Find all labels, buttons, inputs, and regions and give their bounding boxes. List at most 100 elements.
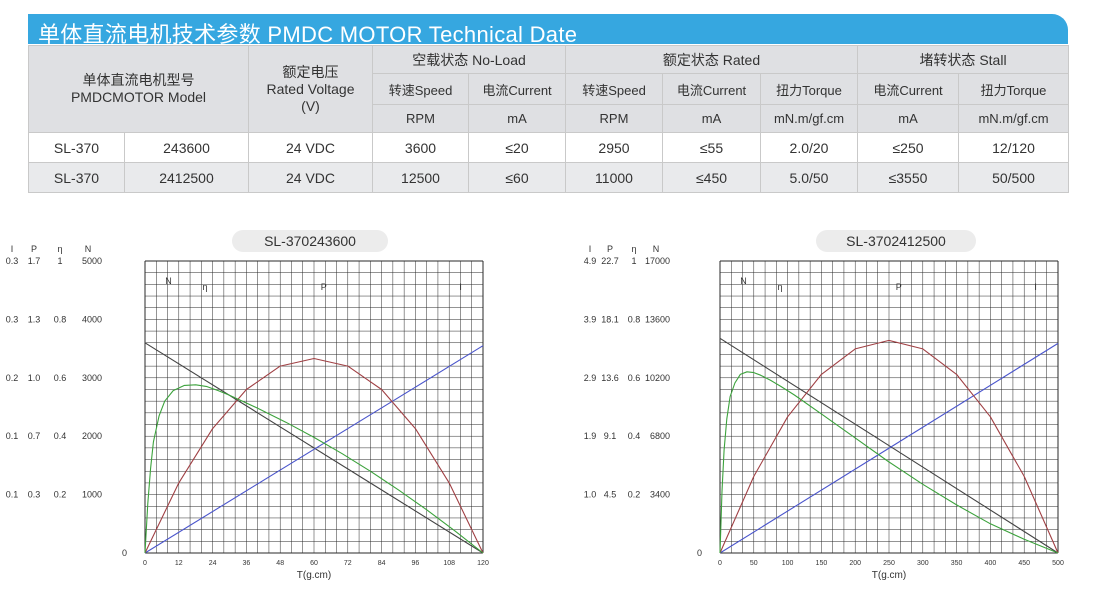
subheader-cell: 转速Speed [372,73,469,105]
axis-header: N [653,244,660,254]
voltage-label-en: Rated Voltage [266,80,355,97]
x-tick-label: 400 [985,560,997,567]
y-tick-label: 17000 [645,256,670,266]
series-line-N [144,342,484,554]
subheader-cell: 转速Speed [565,73,663,105]
voltage-unit: (V) [301,97,320,114]
subheader-cell: 扭力Torque [958,73,1069,105]
axis-header: η [631,244,636,254]
chart-title-pill: SL-3702412500 [816,230,976,252]
table-cell: 12/120 [958,132,1069,163]
axis-header: I [11,244,14,254]
table-cell: 2950 [565,132,663,163]
y-tick-label: 0.8 [54,314,67,324]
unit-cell: mN.m/gf.cm [760,104,858,133]
y-tick-label: 13600 [645,314,670,324]
stall-header: 堵转状态 Stall [857,45,1069,74]
unit-cell: mN.m/gf.cm [958,104,1069,133]
y-tick-label: 0.7 [28,431,41,441]
y-tick-label: 4.9 [584,256,597,266]
chart-title: SL-3702412500 [846,233,946,249]
axis-header: η [57,244,62,254]
y-tick-label: 3.9 [584,314,597,324]
unit-cell: RPM [565,104,663,133]
y-tick-label: 1.0 [28,373,41,383]
table-cell: 3600 [372,132,469,163]
y-tick-label: 4.5 [604,490,617,500]
table-row: SL-370 2412500 24 VDC 12500 ≤60 11000 ≤4… [28,162,1069,193]
axis-header: I [589,244,592,254]
unit-cell: RPM [372,104,469,133]
y-tick-label: 1.0 [584,490,597,500]
x-tick-label: 450 [1018,560,1030,567]
axis-header: P [31,244,37,254]
table-cell: ≤20 [468,132,566,163]
table-cell: 24 VDC [248,162,373,193]
y-tick-label: 0.3 [6,314,19,324]
y-tick-label: 0.1 [6,490,19,500]
y-tick-label: 0.8 [628,314,641,324]
table-cell: 2.0/20 [760,132,858,163]
subheader-cell: 扭力Torque [760,73,858,105]
chart-grid [719,260,1059,554]
x-tick-label: 84 [378,560,386,567]
x-tick-label: 72 [344,560,352,567]
table-cell: 50/500 [958,162,1069,193]
curve-label-N: N [740,276,747,286]
y-tick-label: 6800 [650,431,670,441]
x-axis-label: T(g.cm) [297,570,331,581]
series-line-η [719,371,1059,554]
table-cell: ≤55 [662,132,761,163]
chart-grid [144,260,484,554]
y-tick-label: 0.3 [28,490,41,500]
y-tick-label: 0.1 [6,431,19,441]
x-tick-label: 0 [718,560,722,567]
x-tick-label: 150 [816,560,828,567]
y-tick-label: 2000 [82,431,102,441]
rated-header: 额定状态 Rated [565,45,858,74]
y-tick-label: 0.2 [628,490,641,500]
series-line-N [719,337,1059,554]
y-tick-label: 1000 [82,490,102,500]
x-tick-label: 250 [883,560,895,567]
y-tick-label: 0.4 [54,431,67,441]
curve-label-I: I [459,282,462,292]
spec-table: 单体直流电机型号 PMDCMOTOR Model 额定电压 Rated Volt… [28,45,1069,193]
y-tick-label: 1 [631,256,636,266]
y-tick-label: 0.4 [628,431,641,441]
y-tick-label: 13.6 [601,373,619,383]
curve-label-P: P [896,282,902,292]
x-tick-label: 500 [1052,560,1064,567]
y-tick-label: 3400 [650,490,670,500]
chart-title: SL-370243600 [264,233,356,249]
y-tick-label: 5000 [82,256,102,266]
table-cell: 24 VDC [248,132,373,163]
x-tick-label: 100 [782,560,794,567]
table-cell: ≤250 [857,132,959,163]
y-tick-label: 18.1 [601,314,619,324]
table-cell: 243600 [124,132,249,163]
unit-cell: mA [468,104,566,133]
y-tick-label: 0.6 [628,373,641,383]
unit-cell: mA [662,104,761,133]
x-tick-label: 60 [310,560,318,567]
table-cell: SL-370 [28,132,125,163]
y-tick-label: 0 [697,548,702,558]
x-tick-label: 50 [750,560,758,567]
axis-header: N [85,244,92,254]
series-line-I [144,345,484,554]
curve-label-P: P [321,282,327,292]
y-tick-label: 0 [122,548,127,558]
model-label-en: PMDCMOTOR Model [70,89,207,105]
series-line-I [719,342,1059,554]
y-tick-label: 4000 [82,314,102,324]
series-line-η [144,384,484,554]
unit-cell: mA [857,104,959,133]
title-pill-bg [232,230,388,252]
model-header: 单体直流电机型号 PMDCMOTOR Model [28,45,249,133]
table-cell: 5.0/50 [760,162,858,193]
y-tick-label: 0.2 [54,490,67,500]
y-tick-label: 1.3 [28,314,41,324]
